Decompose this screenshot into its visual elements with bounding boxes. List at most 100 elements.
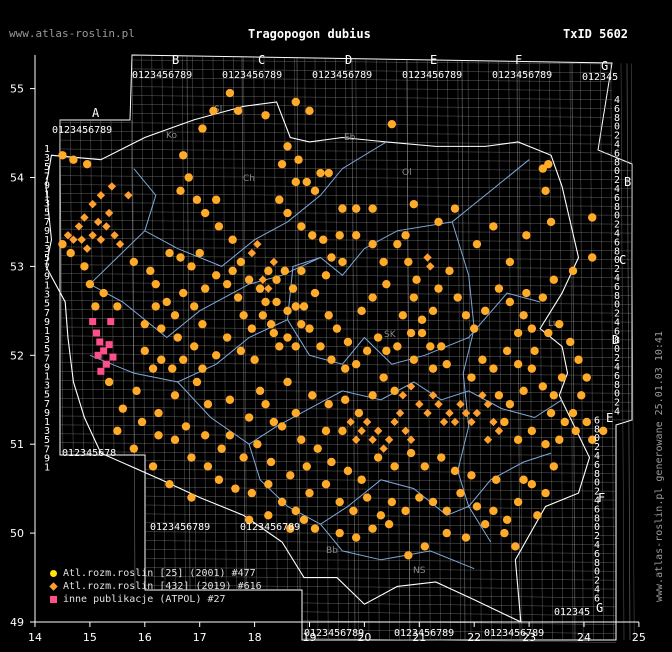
record-diamond xyxy=(428,391,438,400)
grid-line xyxy=(59,211,633,216)
grid-line xyxy=(273,57,278,591)
record-circle xyxy=(401,506,410,516)
record-circle xyxy=(519,311,528,320)
record-circle xyxy=(299,515,309,524)
record-circle xyxy=(308,391,317,400)
record-circle xyxy=(286,524,295,533)
grid-line xyxy=(144,504,617,510)
grid-line xyxy=(590,62,594,641)
record-circle xyxy=(266,457,276,467)
record-circle xyxy=(568,408,578,418)
record-diamond xyxy=(74,222,84,231)
map-frame-border xyxy=(59,54,633,641)
grid-line xyxy=(488,61,492,641)
record-circle xyxy=(502,346,512,356)
region-code-label: Bb xyxy=(326,546,338,556)
grid-line xyxy=(69,119,74,456)
region-code-label: Lu xyxy=(548,319,559,329)
record-circle xyxy=(588,253,597,262)
record-diamond xyxy=(483,435,493,444)
record-circle xyxy=(190,342,199,351)
record-circle xyxy=(527,324,537,333)
record-circle xyxy=(313,444,322,453)
record-circle xyxy=(214,475,224,484)
site-url[interactable]: www.atlas-roslin.pl xyxy=(9,27,135,40)
legend-circle-icon xyxy=(50,569,57,577)
record-circle xyxy=(283,333,292,342)
record-circle xyxy=(387,119,397,129)
grid-line xyxy=(301,629,617,634)
record-circle xyxy=(198,124,207,133)
grid-digit-right: 6 xyxy=(594,504,600,515)
record-circle xyxy=(305,324,314,333)
record-circle xyxy=(236,346,246,356)
record-circle xyxy=(555,435,564,444)
record-circle xyxy=(58,239,67,249)
record-diamond xyxy=(368,435,377,444)
record-circle xyxy=(362,346,372,356)
y-tick-label: 54 xyxy=(10,172,24,185)
grid-line xyxy=(131,86,613,91)
record-circle xyxy=(379,257,388,267)
grid-digit-right: 8 xyxy=(614,157,620,168)
grid-digit-left: 7 xyxy=(44,399,50,410)
y-tick-label: 49 xyxy=(10,616,24,629)
record-circle xyxy=(211,271,221,280)
record-circle xyxy=(398,311,408,320)
grid-line xyxy=(59,308,633,314)
record-square xyxy=(92,329,100,337)
grid-digit-left: 9 xyxy=(44,226,50,237)
record-diamond xyxy=(478,391,487,400)
record-circle xyxy=(338,204,347,213)
record-circle xyxy=(310,288,320,298)
record-circle xyxy=(393,342,402,351)
record-diamond xyxy=(398,391,408,400)
grid-line xyxy=(301,638,617,643)
y-tick-label: 50 xyxy=(10,527,24,540)
record-circle xyxy=(148,364,158,373)
grid-digit-right: 0 xyxy=(614,255,620,266)
record-circle xyxy=(173,333,182,342)
record-circle xyxy=(437,342,446,351)
record-circle xyxy=(384,520,394,529)
record-diamond xyxy=(107,182,117,191)
record-circle xyxy=(198,364,207,373)
grid-block-line xyxy=(351,58,356,641)
record-diamond xyxy=(357,426,366,436)
boundary-line xyxy=(451,221,475,329)
grid-line xyxy=(59,255,633,261)
record-diamond xyxy=(80,213,89,222)
record-circle xyxy=(297,266,306,276)
grid-line xyxy=(59,424,617,430)
grid-digit-right: 0 xyxy=(614,122,620,133)
record-circle xyxy=(404,551,413,560)
record-circle xyxy=(555,319,564,329)
record-circle xyxy=(588,213,597,222)
region-code-label: Sl xyxy=(214,105,222,115)
record-diamond xyxy=(445,408,454,418)
grid-digit-right: 4 xyxy=(614,95,620,106)
record-circle xyxy=(297,435,306,444)
region-code-label: Eb xyxy=(344,133,356,143)
record-circle xyxy=(379,373,388,382)
record-circle xyxy=(327,355,336,364)
record-circle xyxy=(291,177,300,187)
record-circle xyxy=(302,462,311,471)
grid-line xyxy=(131,68,613,74)
grid-letter-right: B xyxy=(624,175,631,189)
record-circle xyxy=(541,488,550,498)
grid-digit-right: 0 xyxy=(594,478,600,489)
boundary-line xyxy=(320,523,475,570)
record-diamond xyxy=(264,284,273,293)
grid-digit-right: 4 xyxy=(594,451,600,462)
record-square xyxy=(109,353,117,361)
record-circle xyxy=(283,306,292,316)
record-circle xyxy=(340,364,350,373)
record-diamond xyxy=(467,417,476,427)
generated-note: www.atlas-roslin.pl generowane 25.01.03 … xyxy=(654,331,665,602)
x-tick-label: 24 xyxy=(577,631,591,644)
record-circle xyxy=(527,364,537,373)
grid-digit-row: 0123456789 xyxy=(52,125,112,136)
grid-digit-right: 0 xyxy=(594,522,600,533)
record-diamond xyxy=(461,408,471,418)
